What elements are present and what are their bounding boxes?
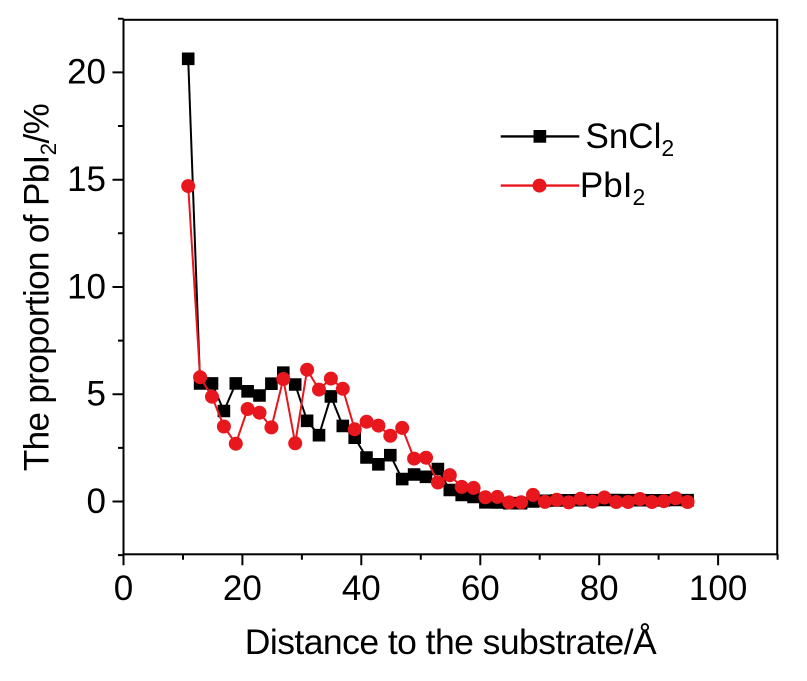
svg-text:15: 15 <box>67 160 106 199</box>
svg-text:SnCl2: SnCl2 <box>586 117 675 161</box>
svg-text:20: 20 <box>67 53 106 92</box>
svg-text:5: 5 <box>87 375 106 414</box>
svg-text:60: 60 <box>461 569 500 608</box>
svg-text:Distance to the substrate/Å: Distance to the substrate/Å <box>245 622 657 662</box>
svg-text:0: 0 <box>87 482 106 521</box>
svg-text:The proportion of PbI2/%: The proportion of PbI2/% <box>17 104 61 471</box>
svg-text:80: 80 <box>580 569 619 608</box>
svg-text:10: 10 <box>67 267 106 306</box>
svg-text:20: 20 <box>223 569 262 608</box>
svg-text:100: 100 <box>689 569 747 608</box>
svg-text:40: 40 <box>342 569 381 608</box>
svg-text:0: 0 <box>114 569 133 608</box>
